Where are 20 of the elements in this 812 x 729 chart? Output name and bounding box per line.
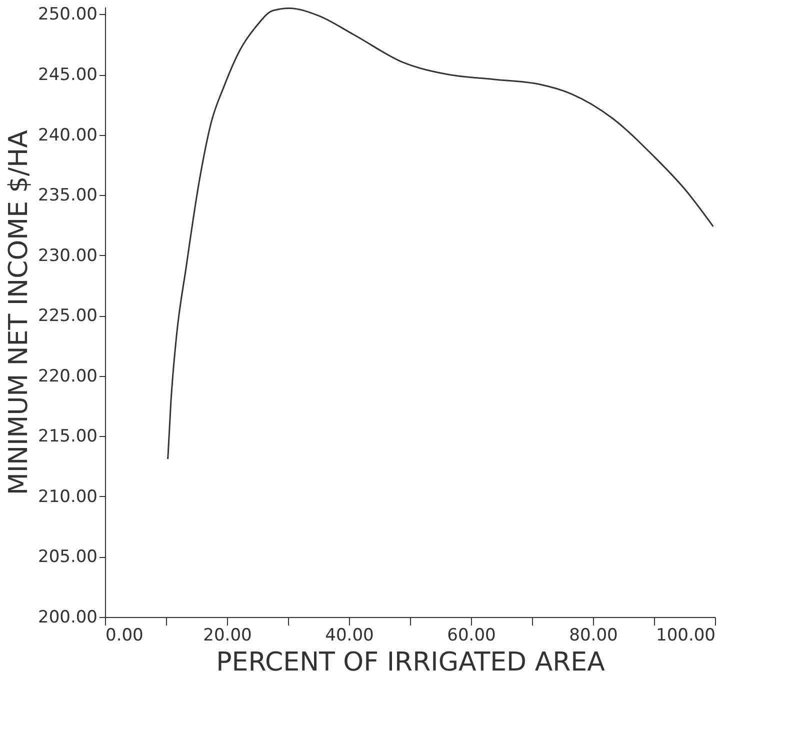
line-series bbox=[167, 7, 714, 460]
x-tick-label: 80.00 bbox=[569, 626, 618, 646]
x-tick-label: 100.00 bbox=[656, 626, 716, 646]
y-tick-label: 210.00 bbox=[38, 486, 98, 507]
y-tick-label: 200.00 bbox=[38, 608, 98, 628]
y-axis-title: MINIMUM NET INCOME $/HA bbox=[4, 130, 34, 495]
y-tick-label: 215.00 bbox=[38, 426, 98, 447]
x-tick-label: 60.00 bbox=[447, 626, 496, 646]
y-tick-label: 245.00 bbox=[38, 65, 98, 86]
y-tick-label: 240.00 bbox=[38, 125, 98, 146]
x-tick-label: 0.00 bbox=[106, 626, 144, 646]
y-tick-label: 235.00 bbox=[38, 186, 98, 206]
x-tick-label: 40.00 bbox=[325, 626, 374, 646]
y-tick-label: 225.00 bbox=[38, 306, 98, 326]
x-tick-label: 20.00 bbox=[203, 626, 252, 646]
x-axis-title: PERCENT OF IRRIGATED AREA bbox=[216, 648, 606, 678]
y-tick-label: 250.00 bbox=[38, 4, 98, 25]
y-tick-label: 205.00 bbox=[38, 547, 98, 568]
y-tick-label: 230.00 bbox=[38, 246, 98, 266]
y-tick-label: 220.00 bbox=[38, 366, 98, 386]
